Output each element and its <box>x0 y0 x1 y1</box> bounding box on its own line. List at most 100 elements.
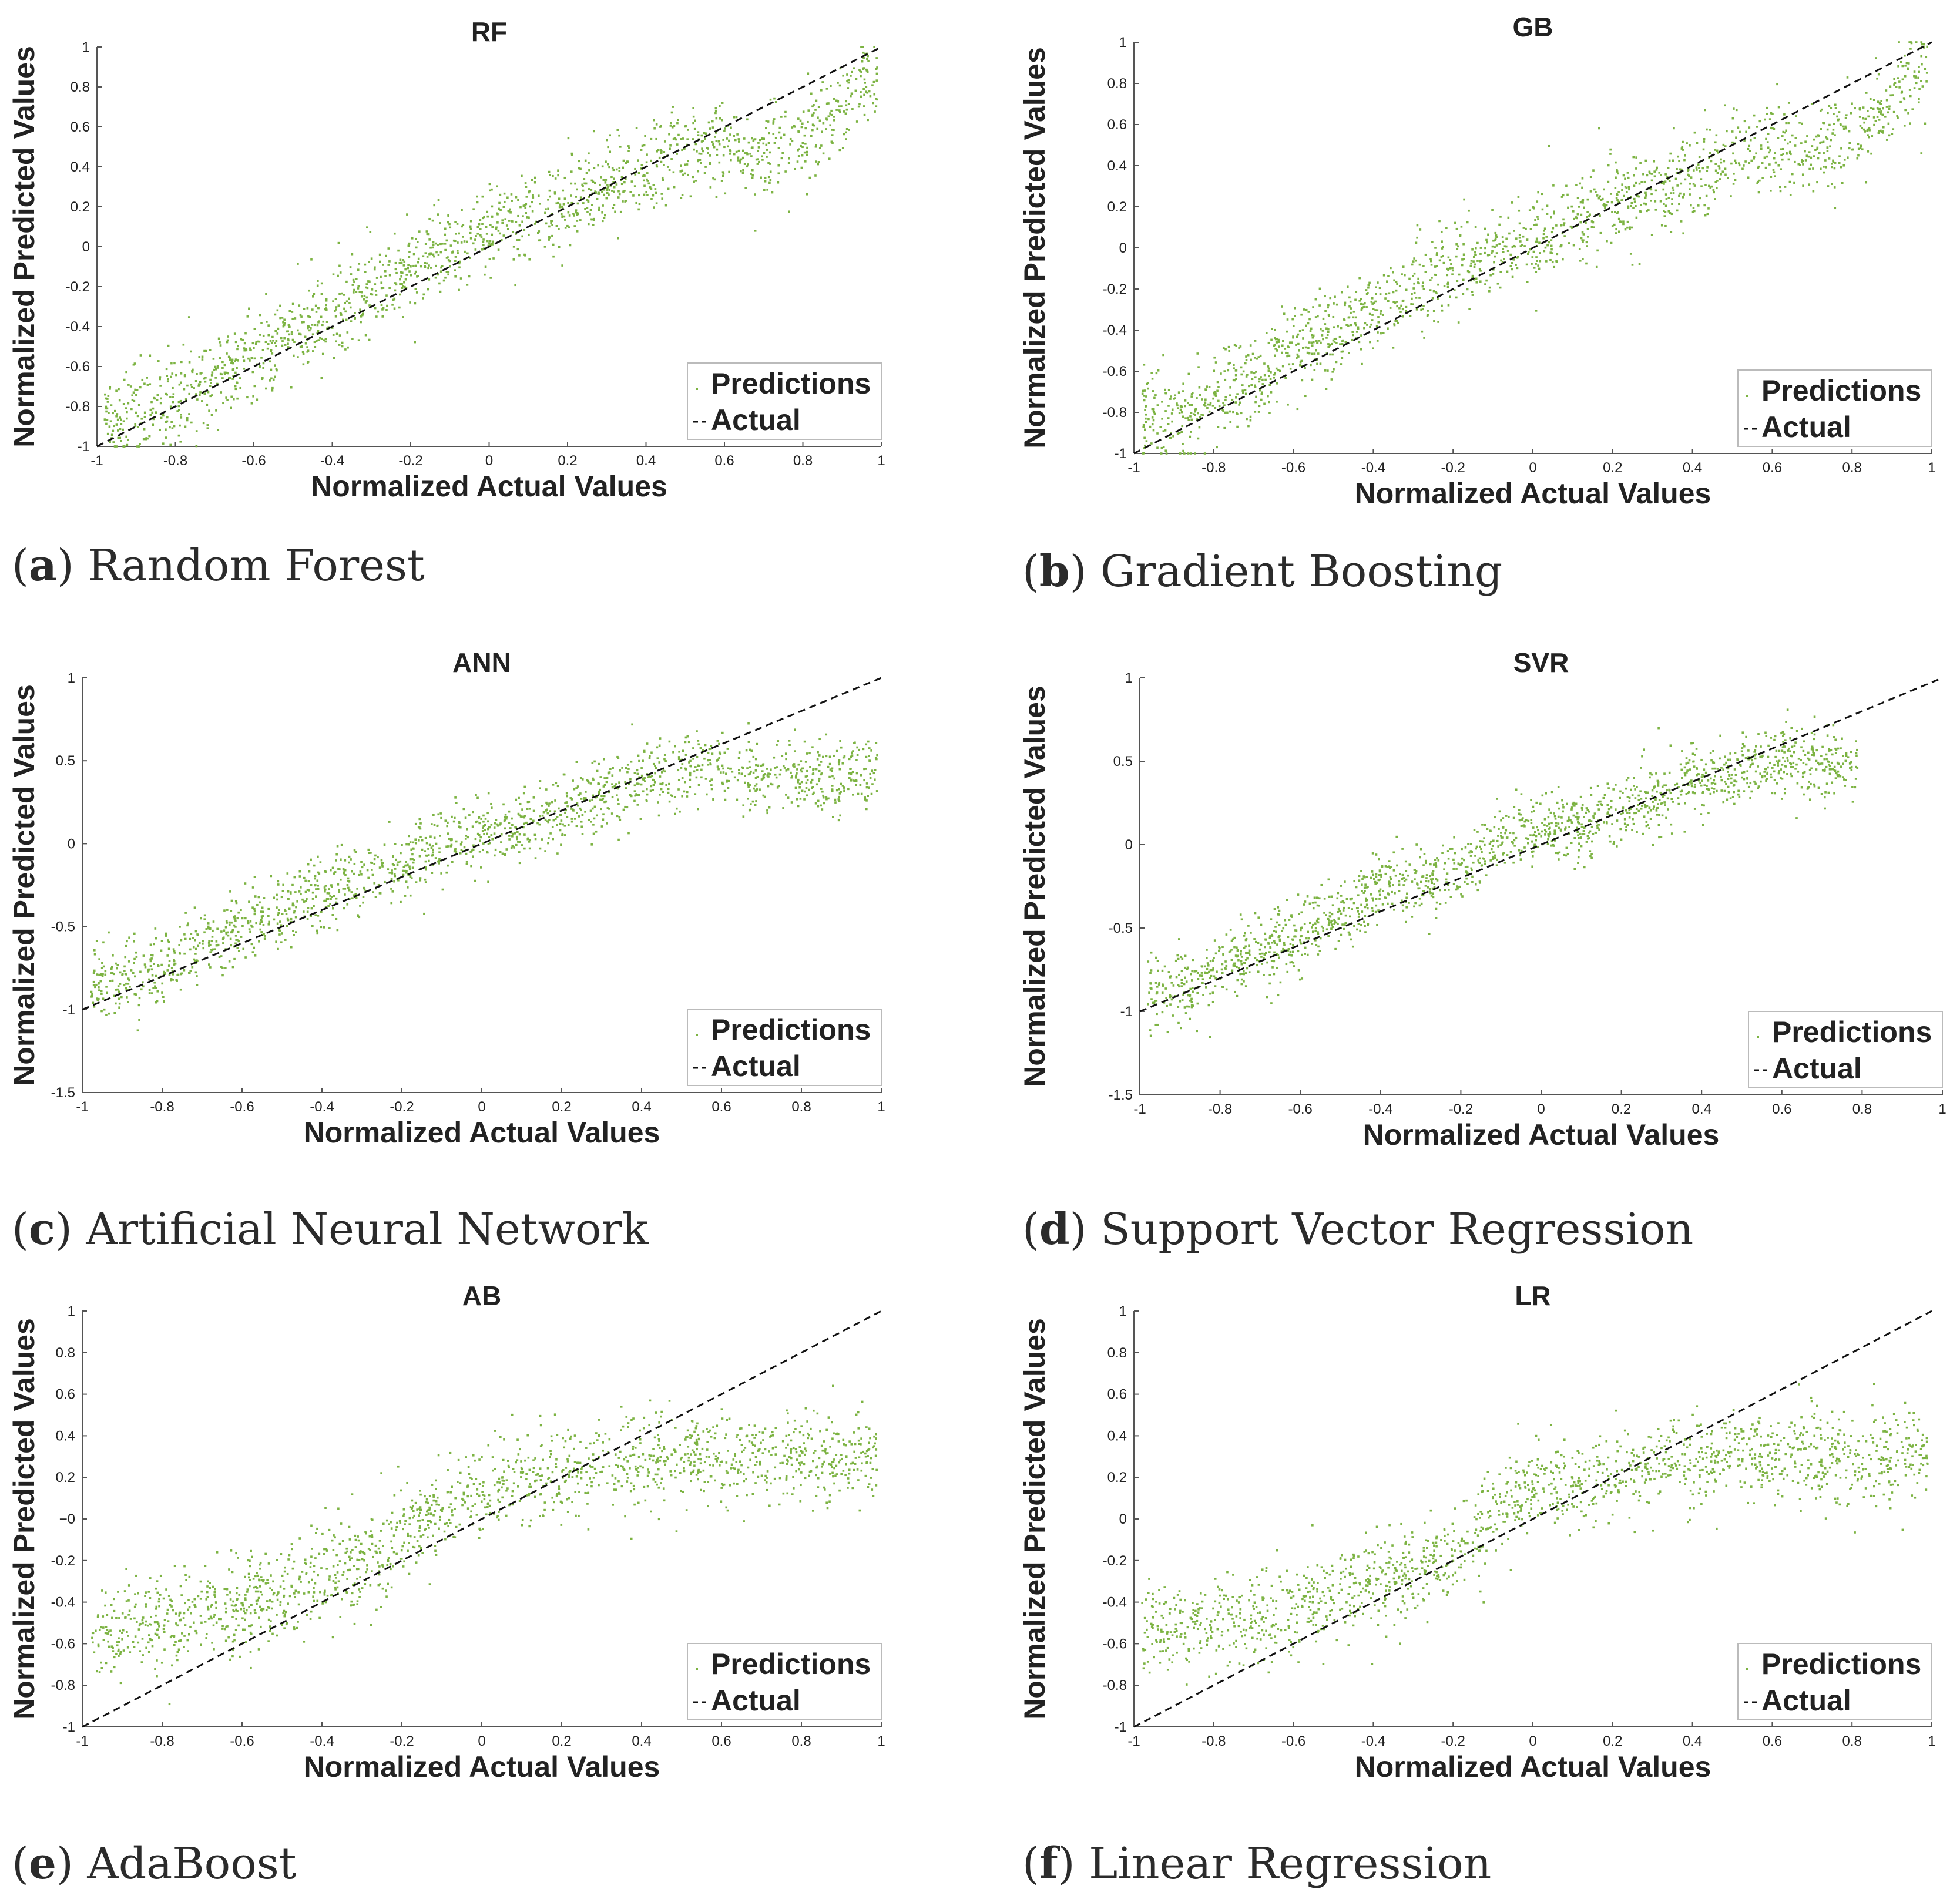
prediction-point <box>432 247 434 249</box>
prediction-point <box>1288 364 1291 366</box>
prediction-point <box>1542 237 1545 240</box>
prediction-point <box>114 410 116 412</box>
prediction-point <box>293 341 296 343</box>
prediction-point <box>400 901 402 903</box>
prediction-point <box>476 821 479 823</box>
prediction-point <box>705 778 707 780</box>
prediction-point <box>224 364 226 367</box>
prediction-point <box>221 377 224 379</box>
prediction-point <box>1193 413 1195 415</box>
prediction-point <box>523 254 526 256</box>
prediction-point <box>160 964 163 966</box>
x-tick-label: -0.2 <box>1441 460 1465 476</box>
prediction-point <box>697 131 700 133</box>
prediction-point <box>317 324 319 327</box>
prediction-point <box>1307 352 1309 354</box>
prediction-point <box>1543 250 1546 253</box>
prediction-point <box>815 160 817 163</box>
prediction-point <box>1536 237 1538 240</box>
prediction-point <box>817 163 819 166</box>
prediction-point <box>1256 358 1258 360</box>
prediction-point <box>1767 147 1770 149</box>
prediction-point <box>109 441 111 443</box>
prediction-point <box>1704 184 1707 186</box>
prediction-point <box>852 750 854 752</box>
prediction-point <box>465 838 467 840</box>
prediction-point <box>438 851 441 853</box>
prediction-point <box>588 819 590 821</box>
prediction-point <box>184 426 187 428</box>
prediction-point <box>1442 255 1444 257</box>
prediction-point <box>545 788 548 791</box>
prediction-point <box>165 935 167 937</box>
prediction-point <box>784 111 787 113</box>
prediction-point <box>1640 204 1642 206</box>
prediction-point <box>1655 209 1657 211</box>
prediction-point <box>379 866 381 869</box>
prediction-point <box>358 916 360 918</box>
y-axis-label: Normalized Predicted Values <box>8 46 41 448</box>
prediction-point <box>1747 148 1750 150</box>
prediction-point <box>580 821 583 823</box>
prediction-point <box>1748 126 1751 129</box>
prediction-point <box>838 761 840 764</box>
prediction-point <box>208 963 210 966</box>
prediction-point <box>757 142 760 144</box>
prediction-point <box>470 220 472 223</box>
prediction-point <box>1181 411 1183 414</box>
prediction-point <box>459 852 462 855</box>
prediction-point <box>1724 104 1726 106</box>
prediction-point <box>757 764 760 767</box>
prediction-point <box>1416 237 1418 239</box>
prediction-point <box>597 164 599 167</box>
prediction-point <box>661 197 663 200</box>
prediction-point <box>1223 427 1226 429</box>
prediction-point <box>783 134 786 136</box>
prediction-point <box>815 146 817 148</box>
prediction-point <box>1622 220 1625 223</box>
prediction-point <box>612 774 614 777</box>
prediction-point <box>1535 224 1538 226</box>
prediction-point <box>419 877 422 879</box>
prediction-point <box>1302 347 1304 349</box>
prediction-point <box>617 190 620 193</box>
prediction-point <box>1142 426 1145 428</box>
prediction-point <box>1773 169 1775 171</box>
prediction-point <box>810 93 813 95</box>
prediction-point <box>424 879 427 881</box>
prediction-point <box>528 258 531 261</box>
prediction-point <box>115 445 118 448</box>
prediction-point <box>435 243 437 245</box>
prediction-point <box>159 429 161 431</box>
prediction-point <box>1706 170 1708 172</box>
prediction-point <box>1838 162 1841 164</box>
prediction-point <box>453 240 455 242</box>
prediction-point <box>278 929 281 931</box>
prediction-point <box>590 810 592 812</box>
prediction-point <box>1229 386 1231 389</box>
prediction-point <box>563 825 566 827</box>
prediction-point <box>1778 106 1780 109</box>
prediction-point <box>1709 129 1711 131</box>
prediction-point <box>1161 401 1163 403</box>
prediction-point <box>646 194 649 196</box>
prediction-point <box>1462 243 1465 246</box>
prediction-point <box>261 906 264 909</box>
prediction-point <box>1841 182 1844 184</box>
prediction-point <box>823 122 825 125</box>
prediction-point <box>287 338 290 341</box>
prediction-point <box>1896 115 1898 117</box>
prediction-point <box>864 798 867 801</box>
prediction-point <box>657 801 659 804</box>
prediction-point <box>127 384 130 386</box>
prediction-point <box>429 252 432 254</box>
prediction-point <box>561 264 563 267</box>
prediction-point <box>292 902 294 905</box>
prediction-point <box>180 989 182 991</box>
prediction-point <box>593 761 596 763</box>
prediction-point <box>1145 414 1147 416</box>
prediction-point <box>1562 219 1565 221</box>
prediction-point <box>649 755 651 757</box>
prediction-point <box>611 812 613 815</box>
